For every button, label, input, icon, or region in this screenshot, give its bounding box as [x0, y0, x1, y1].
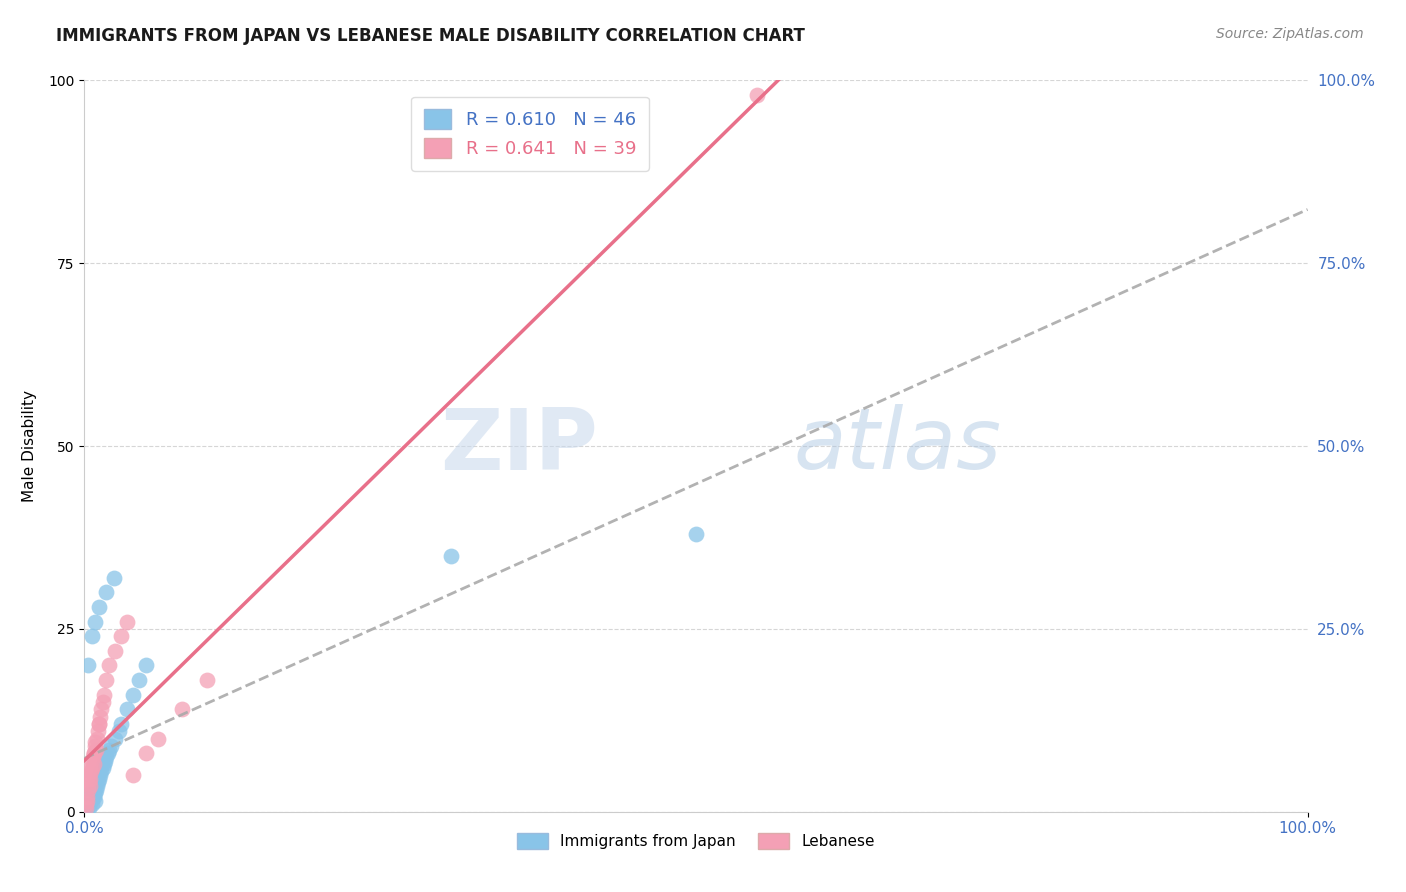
- Point: [77, 768, 100, 782]
- Point: [79, 772, 101, 786]
- Point: [100, 739, 122, 753]
- Point: [77, 775, 100, 789]
- Point: [87, 724, 110, 739]
- Point: [84, 742, 107, 756]
- Point: [80, 761, 103, 775]
- Point: [75, 797, 97, 812]
- Point: [83, 746, 105, 760]
- Point: [89, 768, 111, 782]
- Text: atlas: atlas: [794, 404, 1002, 488]
- Point: [80, 629, 103, 643]
- Legend: Immigrants from Japan, Lebanese: Immigrants from Japan, Lebanese: [510, 827, 882, 855]
- Point: [76, 790, 98, 805]
- Point: [82, 754, 104, 768]
- Point: [97, 658, 120, 673]
- Point: [96, 749, 118, 764]
- Point: [84, 735, 107, 749]
- Point: [77, 801, 100, 815]
- Point: [87, 717, 110, 731]
- Point: [91, 761, 114, 775]
- Point: [80, 794, 103, 808]
- Point: [80, 764, 103, 779]
- Point: [195, 673, 218, 687]
- Point: [122, 688, 145, 702]
- Point: [75, 801, 97, 815]
- Point: [87, 599, 110, 614]
- Point: [122, 768, 145, 782]
- Point: [83, 782, 105, 797]
- Point: [90, 764, 112, 779]
- Point: [110, 629, 132, 643]
- Point: [79, 761, 101, 775]
- Point: [84, 782, 107, 797]
- Point: [86, 731, 108, 746]
- Point: [83, 746, 105, 760]
- Point: [77, 658, 100, 673]
- Point: [110, 717, 132, 731]
- Text: Source: ZipAtlas.com: Source: ZipAtlas.com: [1216, 27, 1364, 41]
- Point: [87, 717, 110, 731]
- Point: [82, 797, 104, 812]
- Point: [96, 585, 118, 599]
- Point: [91, 695, 114, 709]
- Point: [79, 790, 101, 805]
- Point: [83, 739, 105, 753]
- Point: [76, 801, 98, 815]
- Point: [76, 794, 98, 808]
- Point: [75, 797, 97, 812]
- Point: [107, 724, 129, 739]
- Point: [87, 772, 110, 786]
- Point: [77, 794, 100, 808]
- Point: [97, 746, 120, 760]
- Y-axis label: Male Disability: Male Disability: [22, 390, 37, 502]
- Point: [440, 549, 463, 563]
- Point: [75, 801, 97, 815]
- Point: [146, 731, 169, 746]
- Point: [84, 615, 107, 629]
- Point: [115, 615, 138, 629]
- Point: [103, 571, 125, 585]
- Point: [94, 754, 117, 768]
- Point: [96, 673, 118, 687]
- Point: [135, 658, 157, 673]
- Point: [83, 757, 105, 772]
- Text: IMMIGRANTS FROM JAPAN VS LEBANESE MALE DISABILITY CORRELATION CHART: IMMIGRANTS FROM JAPAN VS LEBANESE MALE D…: [56, 27, 806, 45]
- Point: [172, 702, 194, 716]
- Point: [84, 787, 107, 801]
- Point: [747, 87, 769, 102]
- Point: [87, 775, 110, 789]
- Point: [77, 782, 100, 797]
- Point: [90, 702, 112, 716]
- Point: [80, 790, 103, 805]
- Point: [76, 790, 98, 805]
- Point: [79, 787, 101, 801]
- Point: [83, 790, 105, 805]
- Point: [93, 688, 115, 702]
- Point: [79, 779, 101, 793]
- Text: ZIP: ZIP: [440, 404, 598, 488]
- Point: [93, 757, 115, 772]
- Point: [115, 702, 138, 716]
- Point: [685, 526, 707, 541]
- Point: [104, 731, 127, 746]
- Point: [77, 797, 100, 812]
- Point: [128, 673, 150, 687]
- Point: [104, 644, 127, 658]
- Point: [76, 794, 98, 808]
- Point: [82, 749, 104, 764]
- Point: [135, 746, 157, 760]
- Point: [86, 779, 108, 793]
- Point: [97, 742, 120, 756]
- Point: [89, 709, 111, 723]
- Point: [82, 787, 104, 801]
- Point: [83, 794, 105, 808]
